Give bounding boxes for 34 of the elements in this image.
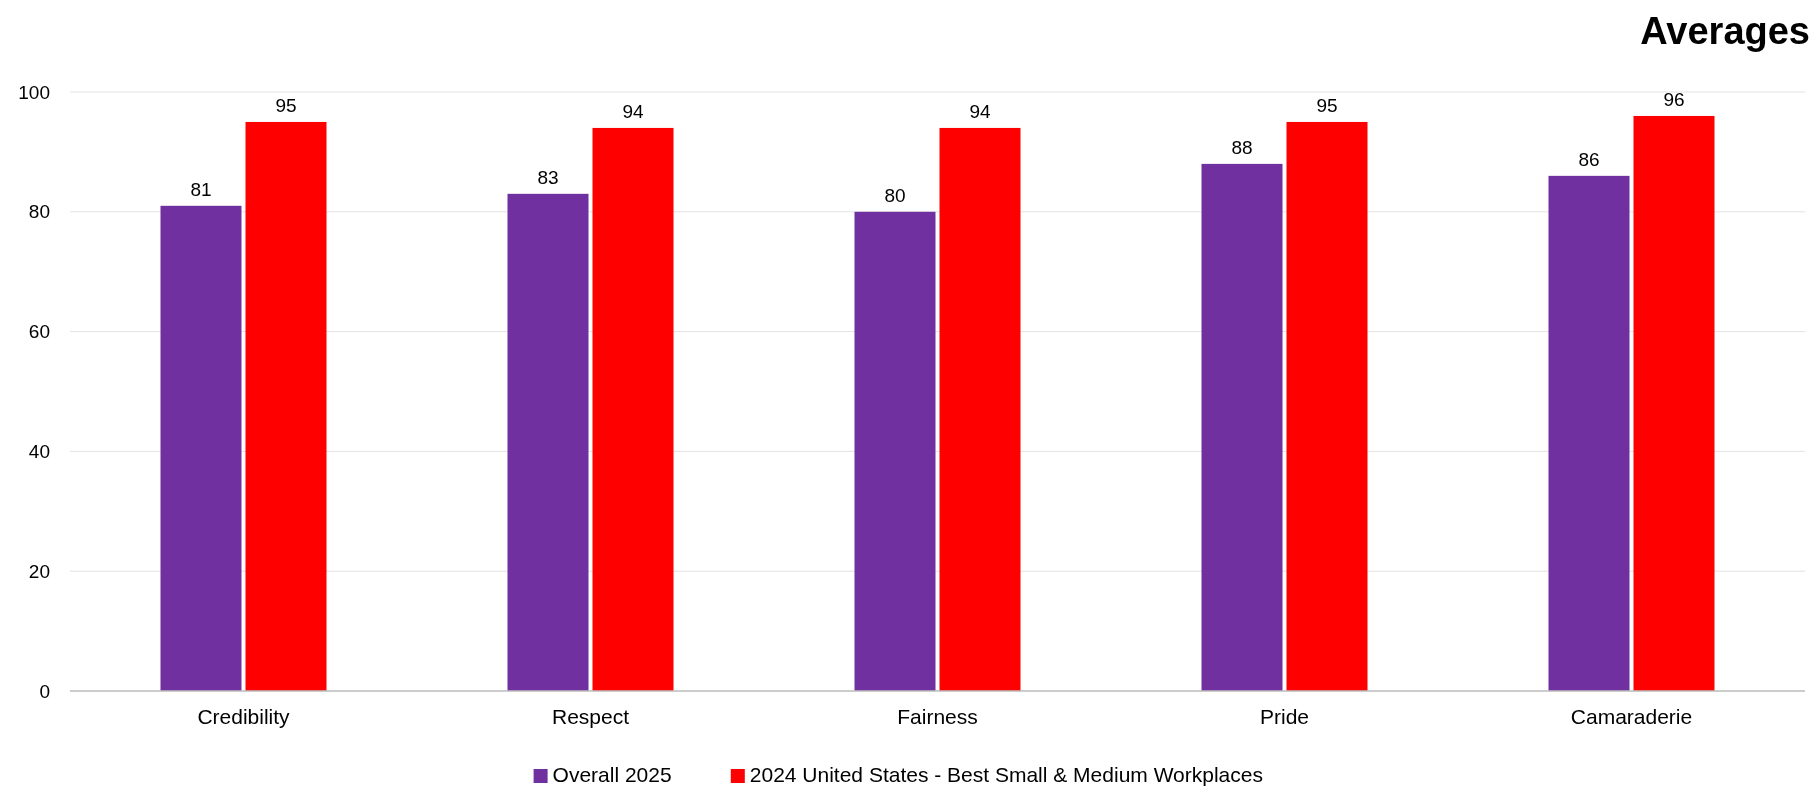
data-label: 96 (1663, 88, 1685, 110)
x-tick-label: Camaraderie (1570, 705, 1693, 728)
bar (1286, 121, 1368, 691)
data-label: 95 (275, 94, 297, 116)
x-tick-label: Fairness (897, 705, 978, 728)
legend-label: Overall 2025 (552, 763, 672, 786)
data-label: 83 (537, 166, 559, 188)
data-label: 95 (1316, 94, 1338, 116)
data-label: 86 (1578, 148, 1600, 170)
data-label: 80 (884, 184, 906, 206)
bar (592, 127, 674, 691)
y-tick-label: 20 (28, 560, 50, 582)
data-label: 94 (622, 100, 644, 122)
bar (939, 127, 1021, 691)
legend-label: 2024 United States - Best Small & Medium Workplaces (749, 763, 1263, 786)
x-tick-label: Credibility (197, 705, 291, 728)
bar (160, 205, 242, 691)
x-tick-label: Respect (551, 705, 630, 728)
y-tick-label: 0 (39, 680, 50, 702)
bar (854, 211, 936, 691)
x-tick-label: Pride (1259, 705, 1310, 728)
y-tick-label: 100 (18, 81, 50, 103)
bar (1548, 175, 1630, 691)
data-label: 81 (190, 178, 212, 200)
y-tick-label: 40 (28, 441, 50, 463)
y-tick-label: 80 (28, 201, 50, 223)
data-label: 88 (1231, 136, 1253, 158)
chart-title: Averages (1640, 10, 1810, 52)
bar (1201, 163, 1283, 691)
bar (1633, 115, 1715, 691)
bar (507, 193, 589, 691)
y-tick-label: 60 (28, 321, 50, 343)
bar (245, 121, 327, 691)
data-label: 94 (969, 100, 991, 122)
